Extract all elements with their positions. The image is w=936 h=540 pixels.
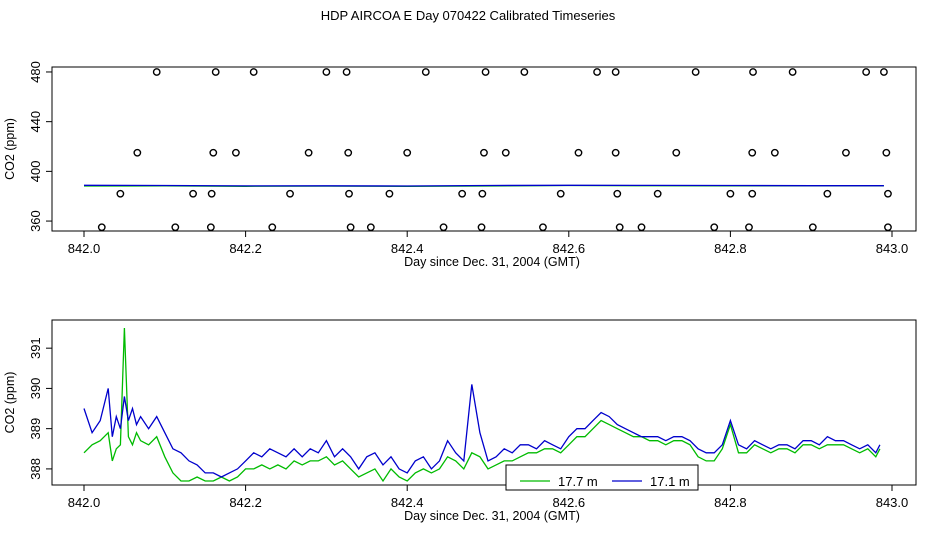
data-point [206, 223, 215, 231]
data-point [171, 223, 180, 231]
plot-frame [51, 66, 917, 232]
data-point [520, 68, 529, 76]
data-point [574, 148, 583, 157]
data-point [748, 148, 757, 157]
y-axis-label: CO2 (ppm) [3, 118, 17, 180]
panel-top: 842.0 842.2 842.4 842.6 842.8 843.0 360 400 440 4… [3, 61, 917, 269]
data-point [556, 189, 565, 198]
plot-frame [51, 319, 917, 486]
data-point [439, 223, 448, 231]
data-point [366, 223, 375, 231]
x-tick-label: 842.4 [391, 241, 424, 256]
data-point [304, 148, 313, 157]
data-point [501, 148, 510, 157]
data-point [249, 68, 258, 76]
data-point [823, 189, 832, 198]
data-point [116, 189, 125, 198]
data-point [882, 148, 891, 157]
data-point [788, 68, 797, 76]
data-point [286, 189, 294, 198]
data-point [480, 148, 488, 157]
y-tick-label: 391 [28, 337, 43, 359]
data-point [385, 189, 394, 198]
data-point [748, 189, 757, 198]
series-line-17-7-m [83, 327, 881, 483]
data-point [613, 189, 622, 198]
data-point [207, 189, 216, 198]
plot-area [83, 68, 892, 231]
data-point [862, 68, 871, 76]
x-tick-label: 843.0 [876, 241, 909, 256]
data-point [884, 223, 892, 231]
data-point [726, 189, 735, 198]
x-tick-label: 842.2 [229, 241, 262, 256]
data-point [403, 148, 412, 157]
x-tick-label: 842.8 [714, 495, 747, 510]
data-point [211, 68, 220, 76]
x-axis-label: Day since Dec. 31, 2004 (GMT) [404, 255, 580, 269]
series-line-17-1-m [83, 384, 881, 478]
data-point [691, 68, 700, 76]
data-point [232, 148, 240, 157]
data-point [268, 223, 277, 231]
data-point [421, 68, 430, 76]
series-line-2 [83, 184, 884, 187]
data-point [637, 223, 646, 231]
x-tick-label: 842.0 [68, 241, 101, 256]
data-point [884, 189, 892, 198]
data-point [133, 148, 142, 157]
x-tick-label: 842.6 [553, 495, 586, 510]
panel-bottom: 842.0 842.2 842.4 842.6 842.8 843.0 388 389 390 3… [3, 319, 917, 523]
y-tick-label: 400 [28, 161, 43, 183]
x-tick-label: 842.0 [68, 495, 101, 510]
data-point [344, 148, 353, 157]
x-tick-label: 842.4 [391, 495, 424, 510]
x-tick-label: 842.2 [229, 495, 262, 510]
data-point [880, 68, 888, 76]
data-point [152, 68, 161, 76]
data-point [478, 189, 487, 198]
y-tick-label: 480 [28, 61, 43, 83]
data-point [653, 189, 662, 198]
y-tick-label: 390 [28, 378, 43, 400]
x-tick-label: 843.0 [876, 495, 909, 510]
y-axis-label: CO2 (ppm) [3, 372, 17, 434]
data-point [481, 68, 490, 76]
data-point [346, 223, 355, 231]
y-tick-label: 389 [28, 418, 43, 440]
x-axis-label: Day since Dec. 31, 2004 (GMT) [404, 509, 580, 523]
data-point [745, 223, 753, 231]
data-point [189, 189, 197, 198]
data-point [770, 148, 779, 157]
data-point [458, 189, 467, 198]
y-tick-label: 388 [28, 458, 43, 480]
plot-area [83, 327, 881, 483]
data-point [322, 68, 331, 76]
data-point [342, 68, 351, 76]
data-point [672, 148, 681, 157]
data-point [842, 148, 850, 157]
data-point [615, 223, 624, 231]
data-point [97, 223, 106, 231]
data-point [611, 68, 620, 76]
x-tick-label: 842.6 [553, 241, 586, 256]
data-point [345, 189, 353, 198]
data-point [710, 223, 719, 231]
y-tick-label: 440 [28, 111, 43, 133]
data-point [611, 148, 620, 157]
data-point [749, 68, 757, 76]
legend-label: 17.7 m [558, 474, 598, 489]
x-tick-label: 842.8 [714, 241, 747, 256]
legend-label: 17.1 m [650, 474, 690, 489]
data-point [477, 223, 486, 231]
legend-box [505, 464, 699, 491]
data-point [539, 223, 547, 231]
y-tick-label: 360 [28, 210, 43, 232]
chart-title: HDP AIRCOA E Day 070422 Calibrated Times… [320, 8, 616, 23]
data-point [808, 223, 817, 231]
data-point [209, 148, 218, 157]
data-point [593, 68, 601, 76]
